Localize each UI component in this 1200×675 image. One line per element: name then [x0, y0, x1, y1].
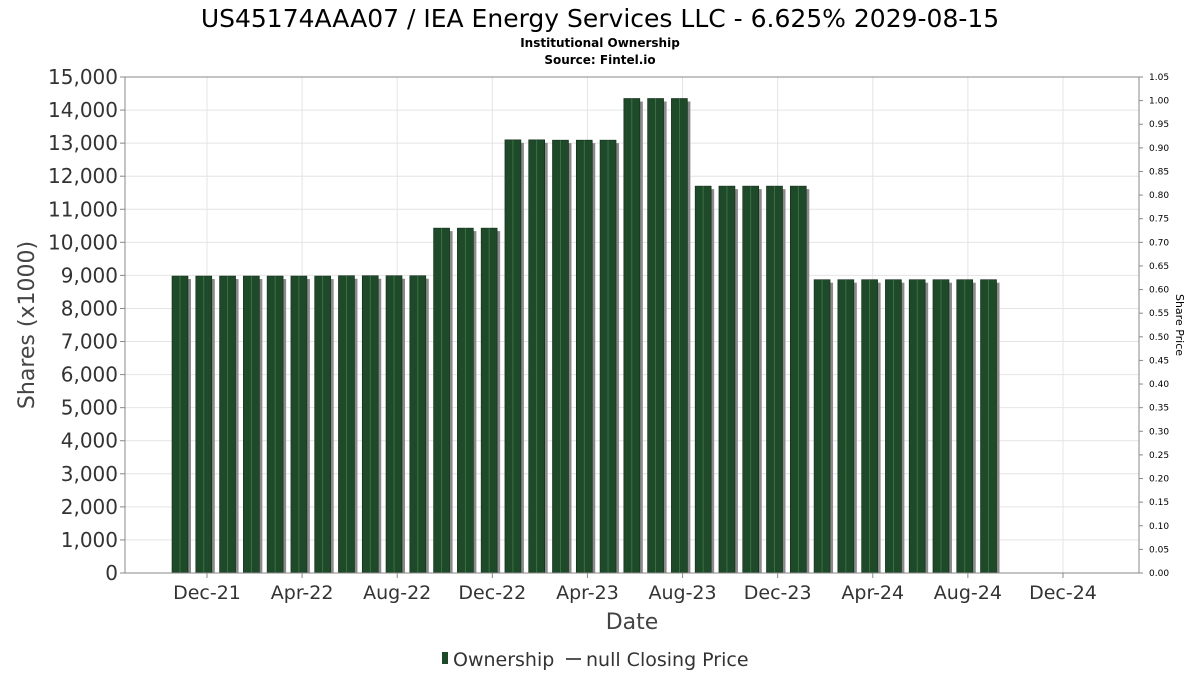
bar-ownership [433, 227, 453, 574]
x-tick-label: Dec-23 [744, 582, 812, 604]
y-tick-label: 2,000 [61, 495, 118, 519]
x-tick-label: Apr-23 [556, 582, 619, 604]
y-tick-label: 14,000 [48, 98, 118, 122]
y2-tick-label: 0.70 [1149, 238, 1169, 248]
x-tick-label: Dec-21 [173, 582, 241, 604]
bar-ownership [266, 275, 287, 574]
x-tick-label: Aug-23 [648, 582, 716, 604]
y2-axis-ticks: 0.00 0.05 0.10 0.15 0.20 0.25 0.30 0.35 0.40 0.45… [1139, 73, 1169, 579]
bar-ownership [243, 275, 263, 574]
y2-tick-label: 0.65 [1149, 262, 1169, 272]
y2-tick-label: 0.25 [1149, 451, 1169, 461]
y-tick-label: 5,000 [61, 396, 118, 420]
y2-tick-label: 0.45 [1149, 356, 1169, 366]
bar-ownership [575, 139, 596, 574]
bar-ownership [742, 185, 762, 574]
legend: Ownership null Closing Price [442, 649, 749, 671]
bar-ownership [956, 279, 976, 574]
bar-ownership [932, 279, 952, 574]
y-axis-label: Shares (x1000) [15, 241, 40, 409]
bar-ownership [290, 275, 310, 574]
bar-ownership [385, 275, 406, 574]
chart-subtitle-ownership: Institutional Ownership [520, 36, 680, 50]
bar-ownership [647, 98, 667, 574]
bar-ownership [980, 279, 1000, 574]
chart-subtitle-source: Source: Fintel.io [544, 53, 655, 67]
bar-ownership [480, 227, 501, 574]
y2-tick-label: 0.85 [1149, 167, 1169, 177]
y2-tick-label: 0.60 [1149, 286, 1169, 296]
y2-tick-label: 0.50 [1149, 333, 1169, 343]
y2-tick-label: 0.05 [1149, 545, 1169, 555]
x-axis-label: Date [606, 610, 659, 635]
y-tick-label: 13,000 [48, 131, 118, 155]
bar-ownership [409, 275, 429, 574]
plot-frame [124, 76, 1140, 574]
bar-ownership [861, 279, 881, 574]
x-tick-label: Dec-24 [1029, 582, 1097, 604]
bar-ownership [885, 279, 905, 574]
y-tick-label: 11,000 [48, 197, 118, 221]
x-tick-label: Apr-22 [271, 582, 334, 604]
y-tick-label: 6,000 [61, 363, 118, 387]
chart-title: US45174AAA07 / IEA Energy Services LLC -… [201, 4, 999, 33]
y-tick-label: 4,000 [61, 429, 118, 453]
y2-tick-label: 0.90 [1149, 144, 1169, 154]
y-tick-label: 7,000 [61, 330, 118, 354]
y2-tick-label: 0.55 [1149, 309, 1169, 319]
bar-ownership [694, 185, 715, 574]
bar-ownership [504, 139, 524, 574]
bar-ownership [338, 275, 358, 574]
y-tick-label: 0 [105, 561, 118, 585]
x-tick-label: Dec-22 [458, 582, 526, 604]
y2-tick-label: 0.15 [1149, 498, 1169, 508]
bar-ownership [361, 275, 382, 574]
y2-tick-label: 0.95 [1149, 120, 1169, 130]
y2-tick-label: 0.30 [1149, 427, 1169, 437]
legend-ownership-swatch [442, 652, 448, 664]
y2-tick-label: 0.00 [1149, 569, 1169, 579]
bar-ownership [171, 275, 191, 574]
y-axis-ticks: 0 1,000 2,000 3,000 4,000 5,000 6,000 7,000 8,00… [48, 65, 125, 585]
bar-ownership [599, 139, 620, 574]
bar-ownership [671, 98, 691, 574]
y2-tick-label: 0.10 [1149, 522, 1169, 532]
bar-ownership [219, 275, 239, 574]
bar-ownership [314, 275, 334, 574]
bar-ownership [195, 275, 215, 574]
bar-ownership [457, 227, 477, 574]
x-tick-label: Aug-24 [934, 582, 1002, 604]
y2-tick-label: 1.00 [1149, 97, 1169, 107]
bar-ownership [528, 139, 548, 574]
bar-ownership [837, 279, 857, 574]
y-tick-label: 3,000 [61, 462, 118, 486]
legend-ownership-label: Ownership [453, 649, 554, 671]
y2-tick-label: 0.35 [1149, 404, 1169, 414]
bar-ownership [766, 185, 786, 574]
y-tick-label: 8,000 [61, 296, 118, 320]
x-tick-label: Aug-22 [363, 582, 431, 604]
y-tick-label: 15,000 [48, 65, 118, 89]
y-tick-label: 12,000 [48, 164, 118, 188]
bar-ownership [908, 279, 929, 574]
y-tick-label: 9,000 [61, 263, 118, 287]
y2-tick-label: 0.75 [1149, 215, 1169, 225]
bar-ownership [552, 139, 572, 574]
y-tick-label: 10,000 [48, 230, 118, 254]
y2-tick-label: 1.05 [1149, 73, 1169, 83]
bar-ownership [623, 98, 643, 574]
bar-ownership [813, 279, 834, 574]
x-axis-ticks: Dec-21 Apr-22 Aug-22 Dec-22 Apr-23 Aug-23 Dec-… [173, 573, 1097, 604]
y2-axis-label: Share Price [1173, 294, 1186, 356]
bar-series-ownership [171, 98, 1000, 574]
x-tick-label: Apr-24 [841, 582, 904, 604]
bar-ownership [718, 185, 738, 574]
bar-ownership [789, 185, 810, 574]
legend-price-label: null Closing Price [586, 649, 749, 671]
y-tick-label: 1,000 [61, 528, 118, 552]
y2-tick-label: 0.80 [1149, 191, 1169, 201]
y2-tick-label: 0.20 [1149, 475, 1169, 485]
y2-tick-label: 0.40 [1149, 380, 1169, 390]
